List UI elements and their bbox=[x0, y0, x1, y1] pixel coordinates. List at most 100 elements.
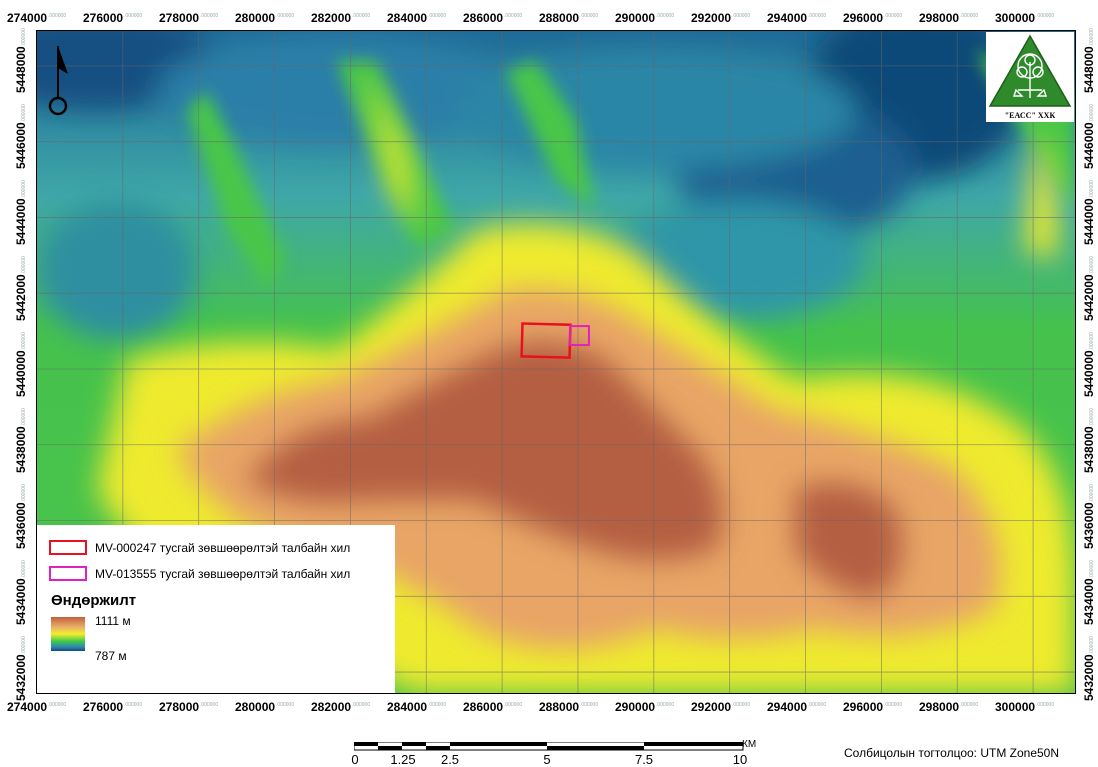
x-tick-label: 282000.000000 bbox=[311, 700, 370, 714]
x-tick-value: 298000 bbox=[919, 11, 960, 25]
x-tick-suffix: .000000 bbox=[1036, 13, 1055, 19]
x-tick-suffix: .000000 bbox=[504, 702, 523, 708]
y-tick-label: 5444000.000000 bbox=[1082, 180, 1096, 245]
scale-unit: КМ bbox=[742, 739, 757, 750]
y-tick-value: 5442000 bbox=[14, 274, 28, 321]
y-tick-suffix: .000000 bbox=[1089, 636, 1095, 655]
legend-item: MV-013555 тусгай зөвшөөрөлтэй талбайн хи… bbox=[49, 566, 350, 581]
y-tick-value: 5448000 bbox=[14, 46, 28, 93]
x-tick-suffix: .000000 bbox=[732, 702, 751, 708]
y-tick-label: 5448000.000000 bbox=[1082, 28, 1096, 93]
y-tick-suffix: .000000 bbox=[1089, 408, 1095, 427]
y-tick-label: 5440000.000000 bbox=[14, 332, 28, 397]
x-tick-suffix: .000000 bbox=[200, 13, 219, 19]
y-tick-suffix: .000000 bbox=[1089, 256, 1095, 275]
x-tick-suffix: .000000 bbox=[580, 702, 599, 708]
y-tick-suffix: .000000 bbox=[21, 332, 27, 351]
legend-item: MV-000247 тусгай зөвшөөрөлтэй талбайн хи… bbox=[49, 540, 350, 555]
x-tick-value: 276000 bbox=[83, 11, 124, 25]
y-tick-value: 5432000 bbox=[1082, 654, 1096, 701]
y-tick-suffix: .000000 bbox=[21, 180, 27, 199]
legend: MV-000247 тусгай зөвшөөрөлтэй талбайн хи… bbox=[37, 525, 395, 693]
y-tick-value: 5432000 bbox=[14, 654, 28, 701]
x-tick-value: 294000 bbox=[767, 700, 808, 714]
coordinate-system-label: Солбицолын тогтолцоо: UTM Zone50N bbox=[844, 746, 1060, 760]
y-tick-value: 5446000 bbox=[1082, 122, 1096, 169]
x-tick-suffix: .000000 bbox=[808, 702, 827, 708]
x-tick-value: 286000 bbox=[463, 700, 504, 714]
license-area-mv-013555[interactable] bbox=[568, 325, 590, 347]
x-tick-label: 290000.000000 bbox=[615, 11, 674, 25]
x-tick-label: 288000.000000 bbox=[539, 11, 598, 25]
x-tick-suffix: .000000 bbox=[276, 13, 295, 19]
x-tick-value: 280000 bbox=[235, 700, 276, 714]
y-tick-value: 5444000 bbox=[1082, 198, 1096, 245]
x-tick-suffix: .000000 bbox=[48, 13, 67, 19]
scale-label: 5 bbox=[543, 752, 551, 767]
y-tick-label: 5446000.000000 bbox=[1082, 104, 1096, 169]
y-tick-label: 5446000.000000 bbox=[14, 104, 28, 169]
y-tick-suffix: .000000 bbox=[21, 256, 27, 275]
y-tick-suffix: .000000 bbox=[1089, 560, 1095, 579]
x-tick-value: 290000 bbox=[615, 700, 656, 714]
y-tick-value: 5436000 bbox=[14, 502, 28, 549]
x-tick-value: 278000 bbox=[159, 11, 200, 25]
elevation-max-label: 1111 м bbox=[95, 614, 131, 628]
y-tick-value: 5438000 bbox=[1082, 426, 1096, 473]
x-tick-value: 296000 bbox=[843, 11, 884, 25]
north-arrow-icon bbox=[48, 46, 68, 116]
scale-label: 2.5 bbox=[440, 752, 460, 767]
x-tick-suffix: .000000 bbox=[808, 13, 827, 19]
scale-bar-graphic bbox=[354, 742, 744, 751]
y-tick-suffix: .000000 bbox=[1089, 484, 1095, 503]
y-tick-suffix: .000000 bbox=[1089, 104, 1095, 123]
y-tick-label: 5432000.000000 bbox=[14, 636, 28, 701]
y-tick-suffix: .000000 bbox=[1089, 180, 1095, 199]
x-tick-label: 284000.000000 bbox=[387, 11, 446, 25]
y-tick-value: 5434000 bbox=[1082, 578, 1096, 625]
x-tick-value: 290000 bbox=[615, 11, 656, 25]
legend-swatch-red bbox=[49, 540, 87, 555]
x-tick-label: 300000.000000 bbox=[995, 700, 1054, 714]
x-tick-value: 274000 bbox=[7, 11, 48, 25]
y-tick-value: 5440000 bbox=[14, 350, 28, 397]
x-tick-suffix: .000000 bbox=[580, 13, 599, 19]
x-tick-value: 284000 bbox=[387, 700, 428, 714]
y-tick-label: 5434000.000000 bbox=[1082, 560, 1096, 625]
x-tick-suffix: .000000 bbox=[656, 13, 675, 19]
x-tick-suffix: .000000 bbox=[960, 13, 979, 19]
x-tick-suffix: .000000 bbox=[124, 13, 143, 19]
y-tick-value: 5448000 bbox=[1082, 46, 1096, 93]
x-tick-label: 274000.000000 bbox=[7, 700, 66, 714]
x-tick-value: 292000 bbox=[691, 700, 732, 714]
y-tick-suffix: .000000 bbox=[1089, 28, 1095, 47]
x-tick-value: 300000 bbox=[995, 11, 1036, 25]
x-tick-label: 298000.000000 bbox=[919, 11, 978, 25]
x-tick-label: 288000.000000 bbox=[539, 700, 598, 714]
x-tick-value: 292000 bbox=[691, 11, 732, 25]
y-tick-suffix: .000000 bbox=[21, 560, 27, 579]
y-tick-label: 5438000.000000 bbox=[1082, 408, 1096, 473]
x-tick-label: 298000.000000 bbox=[919, 700, 978, 714]
x-tick-suffix: .000000 bbox=[352, 702, 371, 708]
x-tick-value: 274000 bbox=[7, 700, 48, 714]
legend-swatch-magenta bbox=[49, 566, 87, 581]
x-tick-suffix: .000000 bbox=[124, 702, 143, 708]
x-tick-value: 300000 bbox=[995, 700, 1036, 714]
x-tick-suffix: .000000 bbox=[732, 13, 751, 19]
x-tick-suffix: .000000 bbox=[884, 702, 903, 708]
x-tick-value: 284000 bbox=[387, 11, 428, 25]
x-tick-suffix: .000000 bbox=[1036, 702, 1055, 708]
legend-label: MV-000247 тусгай зөвшөөрөлтэй талбайн хи… bbox=[95, 540, 351, 555]
x-tick-suffix: .000000 bbox=[504, 13, 523, 19]
x-tick-label: 294000.000000 bbox=[767, 700, 826, 714]
y-tick-suffix: .000000 bbox=[21, 636, 27, 655]
x-tick-suffix: .000000 bbox=[428, 13, 447, 19]
x-tick-suffix: .000000 bbox=[48, 702, 67, 708]
x-tick-label: 294000.000000 bbox=[767, 11, 826, 25]
x-tick-value: 282000 bbox=[311, 700, 352, 714]
y-tick-suffix: .000000 bbox=[21, 484, 27, 503]
elevation-title: Өндөржилт bbox=[51, 592, 137, 609]
x-tick-value: 286000 bbox=[463, 11, 504, 25]
x-tick-label: 284000.000000 bbox=[387, 700, 446, 714]
